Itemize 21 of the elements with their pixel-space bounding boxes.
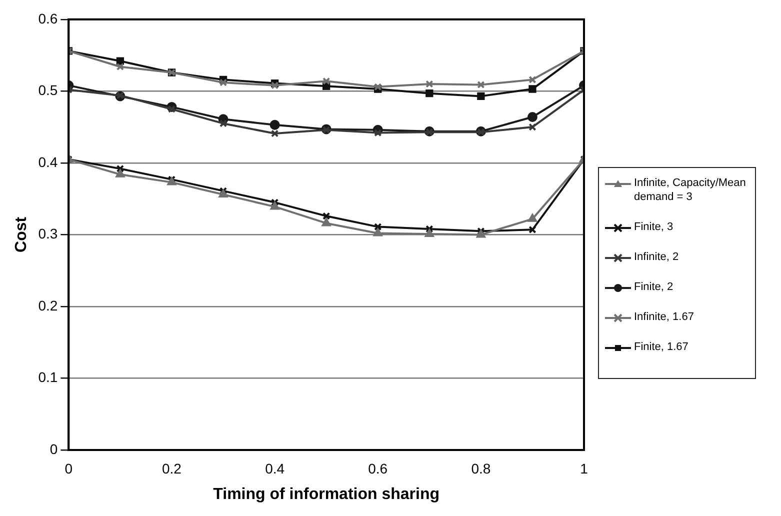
x-tick-label: 0.2 (162, 460, 182, 476)
y-axis-title: Cost (13, 216, 30, 252)
legend-label: Infinite, 1.67 (634, 310, 694, 324)
y-tick-label: 0.1 (38, 369, 58, 386)
x-tick-label: 1 (580, 460, 588, 476)
y-tick-label: 0.2 (38, 297, 58, 314)
legend-label: Finite, 2 (634, 280, 674, 294)
y-tick-label: 0.3 (38, 226, 58, 242)
legend-label: Finite, 3 (634, 220, 674, 234)
y-tick-label: 0.5 (38, 82, 58, 98)
y-tick-label: 0.6 (38, 10, 58, 26)
legend-label: Infinite, Capacity/Mean demand = 3 (634, 176, 747, 204)
legend-label: Finite, 1.67 (634, 340, 688, 354)
x-tick-label: 0.6 (368, 460, 388, 476)
y-tick-label: 0 (50, 440, 58, 457)
x-axis-title: Timing of information sharing (213, 486, 440, 503)
y-tick-label: 0.4 (38, 154, 58, 170)
x-tick-label: 0 (64, 460, 73, 476)
x-tick-label: 0.4 (265, 460, 285, 476)
legend-label: Infinite, 2 (634, 250, 679, 264)
x-tick-label: 0.8 (471, 460, 491, 476)
